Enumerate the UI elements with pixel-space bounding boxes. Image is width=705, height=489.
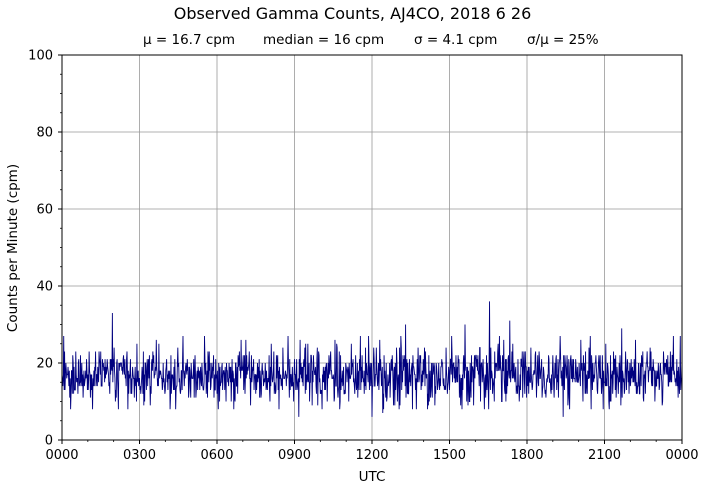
series-line bbox=[61, 301, 683, 417]
x-tick-label: 0900 bbox=[278, 448, 311, 463]
sigma-stat: σ = 4.1 cpm bbox=[414, 32, 498, 48]
y-axis-label: Counts per Minute (cpm) bbox=[5, 164, 21, 332]
y-tick-label: 40 bbox=[36, 280, 53, 295]
x-tick-label: 1200 bbox=[355, 448, 388, 463]
mean-stat: μ = 16.7 cpm bbox=[143, 32, 235, 48]
x-tick-label: 2100 bbox=[588, 448, 621, 463]
y-tick-label: 80 bbox=[36, 126, 53, 141]
x-axis-label: UTC bbox=[359, 469, 386, 485]
y-tick-label: 100 bbox=[28, 49, 53, 64]
x-tick-label: 0000 bbox=[665, 448, 698, 463]
x-tick-label: 1500 bbox=[433, 448, 466, 463]
y-tick-label: 60 bbox=[36, 203, 53, 218]
median-stat: median = 16 cpm bbox=[263, 32, 385, 48]
x-tick-label: 0300 bbox=[123, 448, 156, 463]
x-tick-label: 0000 bbox=[45, 448, 78, 463]
y-tick-label: 0 bbox=[45, 434, 53, 449]
x-tick-label: 1800 bbox=[510, 448, 543, 463]
ratio-stat: σ/μ = 25% bbox=[527, 32, 599, 48]
ticks: 0000 0300 0600 0900 1200 1500 1800 2100 00000204… bbox=[28, 49, 698, 464]
chart-title: Observed Gamma Counts, AJ4CO, 2018 6 26 bbox=[173, 4, 532, 23]
series-layer bbox=[61, 301, 683, 417]
x-tick-label: 0600 bbox=[200, 448, 233, 463]
y-tick-label: 20 bbox=[36, 357, 53, 372]
